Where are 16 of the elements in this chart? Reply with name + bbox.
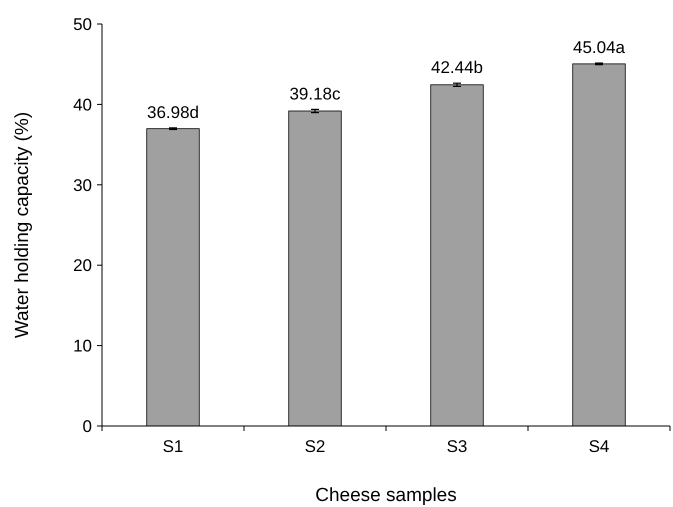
y-tick-label: 50 [73,14,92,34]
x-tick-label: S4 [588,437,610,456]
data-label: 45.04a [573,38,626,58]
x-tick-label: S2 [304,437,326,456]
y-tick-label: 10 [73,336,92,356]
data-label: 42.44b [431,58,483,78]
y-tick-label: 30 [73,176,92,195]
y-tick-label: 20 [73,256,92,276]
x-tick-label: S3 [446,437,468,456]
y-tick-label: 40 [73,95,92,114]
x-axis-title: Cheese samples [315,485,457,506]
data-label: 36.98d [147,102,199,122]
y-tick-label: 0 [82,416,92,436]
data-label: 39.18c [289,84,342,104]
y-axis-title: Water holding capacity (%) [12,112,33,338]
x-tick-label: S1 [162,437,184,456]
